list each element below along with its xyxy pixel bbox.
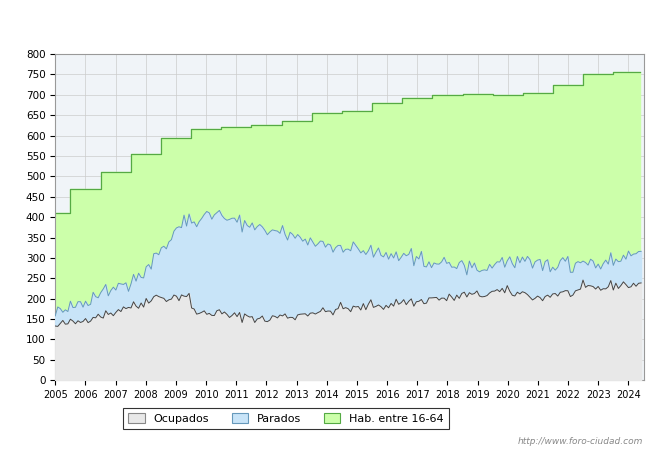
Text: http://www.foro-ciudad.com: http://www.foro-ciudad.com (518, 436, 644, 446)
Text: La Joyosa - Evolucion de la poblacion en edad de Trabajar Mayo de 2024: La Joyosa - Evolucion de la poblacion en… (84, 17, 566, 30)
Legend: Ocupados, Parados, Hab. entre 16-64: Ocupados, Parados, Hab. entre 16-64 (123, 408, 449, 429)
